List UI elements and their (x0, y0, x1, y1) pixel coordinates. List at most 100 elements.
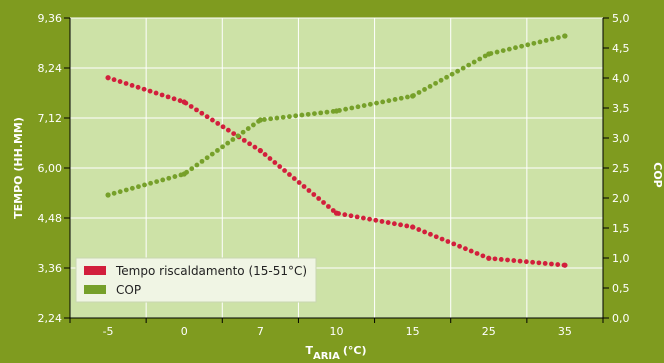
series-dot (360, 215, 366, 221)
series-dot (398, 95, 404, 101)
series-dot (391, 221, 397, 227)
x-axis-title: TARIA (°C) (305, 344, 366, 362)
series-dot (148, 180, 153, 186)
left-axis: 2,24 3,36 4,48 6,00 7,12 8,24 9,36 (38, 12, 71, 325)
series-dot (462, 246, 468, 252)
y-left-tick-label: 9,36 (38, 12, 63, 25)
series-dot (268, 116, 274, 122)
series-dot (188, 104, 194, 109)
series-layer (105, 33, 568, 268)
y-right-axis-title: COP (651, 162, 664, 188)
series-dot (194, 107, 199, 113)
series-dot (416, 90, 422, 95)
series-dot (428, 231, 433, 237)
series-dot (523, 259, 529, 265)
series-dot (506, 46, 512, 52)
series-dot (123, 81, 129, 86)
series-dot (117, 79, 123, 84)
series-dot (123, 187, 129, 193)
series-dot (204, 155, 210, 161)
series-dot (361, 103, 367, 108)
series-dot (209, 151, 215, 157)
data-point (486, 51, 492, 57)
series-dot (280, 114, 286, 120)
series-dot (519, 43, 525, 49)
series-dot (438, 77, 444, 83)
y-left-tick-label: 2,24 (38, 312, 63, 325)
series-dot (367, 216, 372, 222)
series-cop (105, 33, 568, 198)
x-tick-label: 0 (181, 325, 188, 338)
series-dot (301, 184, 307, 189)
series-dot (305, 111, 311, 117)
series-dot (291, 176, 297, 181)
series-dot (433, 80, 438, 86)
series-dot (342, 212, 348, 218)
series-dot (177, 98, 183, 104)
data-point (562, 262, 568, 268)
y-right-tick-label: 0,0 (612, 312, 630, 325)
series-dot (549, 261, 554, 267)
series-dot (154, 179, 160, 185)
legend-label-tempo: Tempo riscaldamento (15-51°C) (115, 264, 307, 278)
series-dot (225, 140, 231, 146)
data-point (181, 171, 187, 177)
series-dot (422, 87, 427, 92)
data-point (333, 210, 340, 216)
series-dot (245, 126, 251, 131)
x-tick-label: 10 (330, 325, 344, 338)
series-dot (189, 166, 195, 172)
series-dot (316, 196, 322, 201)
series-dot (405, 94, 410, 100)
series-dot (215, 121, 221, 126)
y-right-tick-label: 2,0 (612, 192, 630, 205)
series-dot (525, 42, 531, 48)
x-tick-label: -5 (103, 325, 114, 338)
series-dot (536, 260, 542, 266)
series-dot (220, 144, 225, 150)
x-axis-title-sub: ARIA (313, 351, 340, 362)
y-right-tick-label: 4,5 (612, 42, 630, 55)
data-point (257, 148, 263, 154)
series-dot (354, 214, 360, 220)
series-dot (199, 158, 205, 164)
series-dot (250, 122, 256, 128)
x-axis: -5 0 7 10 15 25 35 (69, 317, 604, 338)
series-dot (392, 97, 398, 102)
series-dot (220, 124, 226, 130)
series-dot (111, 190, 117, 196)
series-dot (311, 192, 317, 197)
series-dot (543, 38, 549, 43)
series-dot (312, 111, 317, 117)
series-dot (225, 127, 231, 133)
x-tick-label: 35 (558, 325, 572, 338)
series-dot (542, 261, 548, 266)
series-dot (274, 115, 280, 121)
series-dot (267, 156, 273, 161)
series-dot (398, 222, 403, 228)
series-dot (460, 65, 466, 71)
series-dot (165, 94, 171, 100)
y-right-tick-label: 2,5 (612, 162, 630, 175)
series-dot (117, 189, 123, 195)
series-dot (457, 243, 462, 249)
series-dot (261, 117, 267, 122)
x-tick-label: 15 (406, 325, 420, 338)
series-dot (513, 45, 518, 51)
x-tick-label: 7 (257, 325, 264, 338)
series-dot (287, 172, 292, 177)
series-dot (324, 109, 330, 115)
series-dot (272, 160, 278, 165)
series-dot (555, 35, 561, 40)
series-dot (380, 99, 386, 105)
series-dot (247, 141, 252, 147)
series-dot (555, 262, 561, 267)
series-dot (235, 133, 241, 139)
series-dot (517, 258, 523, 264)
y-left-tick-label: 7,12 (38, 112, 63, 125)
series-dot (166, 175, 172, 181)
series-dot (466, 62, 472, 68)
series-dot (160, 177, 166, 183)
x-tick-label: 25 (482, 325, 496, 338)
series-dot (299, 112, 305, 118)
